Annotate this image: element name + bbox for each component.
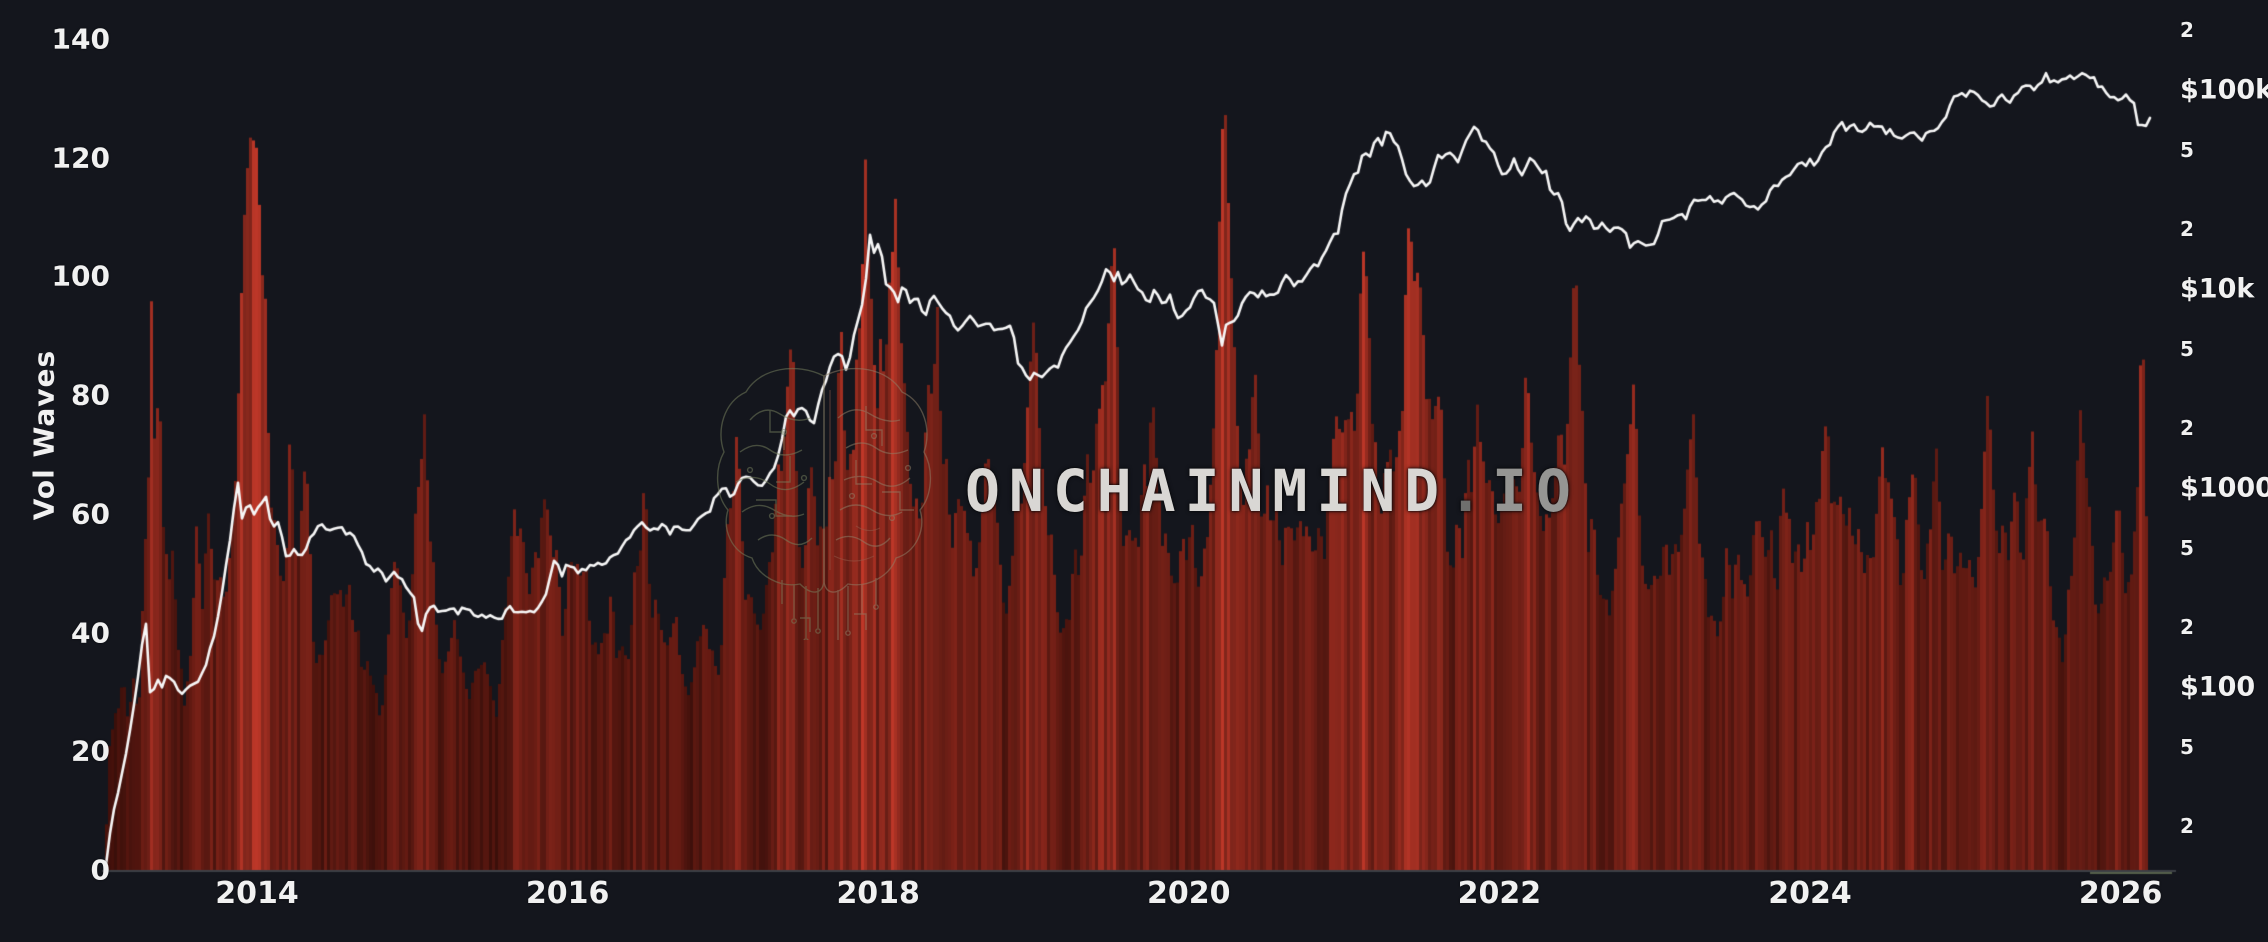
left-axis-tick: 100 (51, 259, 110, 293)
right-axis-tick: 5 (2180, 137, 2194, 162)
left-axis-tick: 140 (51, 22, 110, 56)
x-axis-tick: 2018 (836, 876, 920, 911)
x-axis-tick: 2014 (215, 876, 299, 911)
right-axis-tick: $1000 (2180, 472, 2268, 504)
right-axis-tick: 2 (2180, 814, 2194, 839)
x-axis-tick: 2022 (1457, 876, 1542, 911)
left-axis-tick: 60 (71, 497, 110, 531)
left-axis-tick: 120 (51, 141, 110, 175)
left-axis-tick: 20 (71, 734, 110, 768)
right-axis-tick: 5 (2180, 336, 2194, 361)
right-axis-tick: $100 (2180, 671, 2256, 703)
right-axis-tick: 2 (2180, 18, 2194, 43)
right-axis-tick: $10k (2180, 273, 2255, 305)
left-axis-tick: 0 (90, 853, 110, 887)
x-axis-tick: 2016 (525, 876, 610, 911)
right-axis-tick: 5 (2180, 734, 2194, 759)
right-axis-tick: 5 (2180, 535, 2194, 560)
x-axis-tick: 2026 (2078, 876, 2163, 911)
x-axis-tick: 2024 (1768, 876, 1852, 911)
x-axis-tick: 2020 (1147, 876, 1231, 911)
right-axis-tick: $100k (2180, 74, 2268, 106)
right-axis-tick: 2 (2180, 217, 2194, 242)
right-axis-tick: 2 (2180, 416, 2194, 441)
left-axis-tick: 40 (71, 616, 110, 650)
left-axis-tick: 80 (71, 378, 110, 412)
right-axis-tick: 2 (2180, 615, 2194, 640)
left-axis-title: Vol Waves (27, 349, 61, 521)
